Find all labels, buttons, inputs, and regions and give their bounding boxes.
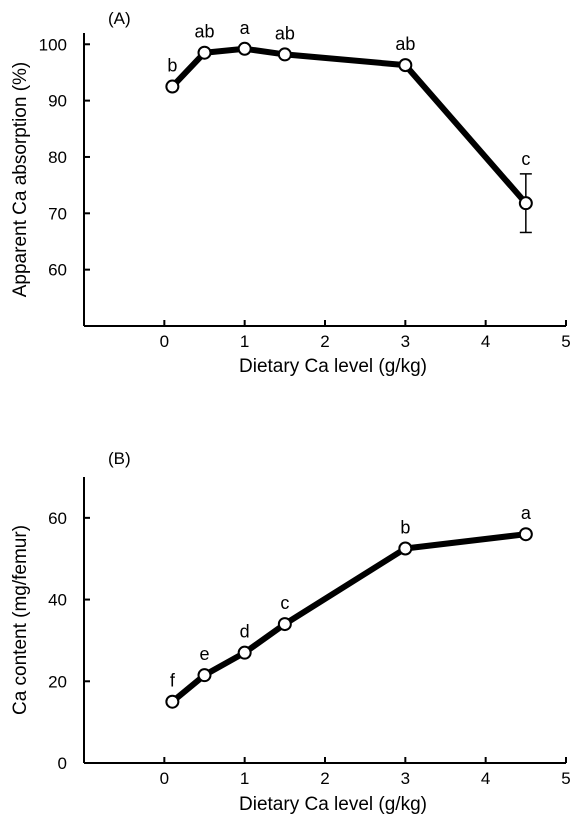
y-tick-label: 0	[58, 754, 67, 773]
panel-label: (A)	[108, 9, 131, 28]
x-tick-label: 2	[320, 332, 329, 351]
data-point	[398, 58, 413, 73]
significance-label: b	[400, 518, 410, 538]
y-tick-label: 80	[48, 148, 67, 167]
significance-label: c	[280, 593, 289, 613]
series-line	[169, 45, 529, 207]
y-tick-label: 60	[48, 261, 67, 280]
panel-b: (B) 0 1 2 3 4 5 0 20 40 60 Dietary Ca level (g/kg) C…	[10, 449, 571, 815]
data-point	[197, 668, 212, 683]
y-tick-label: 40	[48, 591, 67, 610]
y-axis-title: Apparent Ca absorption (%)	[10, 62, 31, 298]
panel-a: (A) 0 1 2 3 4 5 60 70 80 90 100 Dietary Ca level (g/…	[10, 9, 571, 377]
data-point	[237, 41, 252, 56]
significance-label: e	[199, 644, 209, 664]
data-point	[398, 541, 413, 556]
data-point	[165, 79, 180, 94]
significance-label: a	[521, 503, 532, 523]
y-tick-label: 20	[48, 672, 67, 691]
x-tick-label: 5	[561, 769, 570, 788]
x-axis-title: Dietary Ca level (g/kg)	[239, 794, 427, 815]
y-axis-title: Ca content (mg/femur)	[10, 525, 31, 715]
significance-label: ab	[275, 23, 295, 43]
x-tick-label: 1	[240, 769, 249, 788]
y-tick-label: 90	[48, 92, 67, 111]
data-point	[277, 617, 292, 632]
panel-label: (B)	[108, 449, 131, 468]
x-tick-label: 2	[320, 769, 329, 788]
significance-label: b	[167, 56, 177, 76]
y-tick-label: 70	[48, 204, 67, 223]
significance-label: ab	[395, 34, 415, 54]
y-tick-label: 60	[48, 509, 67, 528]
significance-label: c	[521, 149, 530, 169]
x-tick-label: 5	[561, 332, 570, 351]
x-axis-title: Dietary Ca level (g/kg)	[239, 356, 427, 377]
x-tick-label: 3	[401, 769, 410, 788]
x-tick-label: 4	[481, 332, 490, 351]
x-tick-label: 4	[481, 769, 490, 788]
y-tick-label: 100	[39, 35, 67, 54]
data-point	[518, 527, 533, 542]
significance-label: ab	[194, 22, 214, 42]
significance-label: d	[240, 622, 250, 642]
data-point	[518, 196, 533, 211]
significance-label: a	[240, 18, 251, 38]
data-point	[165, 694, 180, 709]
x-tick-label: 3	[401, 332, 410, 351]
significance-label: f	[170, 671, 176, 691]
data-point	[237, 645, 252, 660]
data-point	[197, 45, 212, 60]
data-point	[277, 47, 292, 62]
x-tick-label: 1	[240, 332, 249, 351]
x-tick-label: 0	[160, 332, 169, 351]
x-tick-label: 0	[160, 769, 169, 788]
series-line	[169, 531, 529, 705]
